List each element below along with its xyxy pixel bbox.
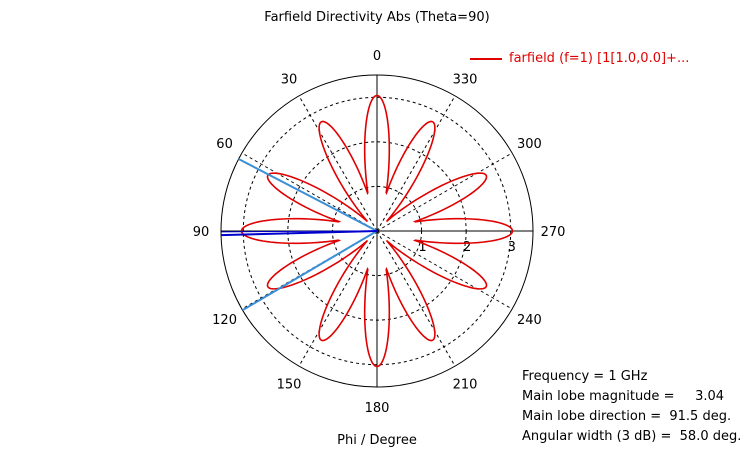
x-axis-label: Phi / Degree [337,433,417,448]
spoke-150 [298,230,378,367]
angular-tick-30: 30 [281,73,298,88]
radial-tick-1: 1 [418,240,426,255]
spoke-330 [376,95,456,232]
legend: farfield (f=1) [1[1.0,0.0]+... [470,51,689,66]
series-layer [240,94,514,368]
main-lobe-direction-line [221,230,378,237]
radial-tick-labels: 1 2 3 [418,240,515,255]
angular-tick-270: 270 [541,225,566,240]
spoke-300 [376,152,513,232]
spoke-30 [298,95,378,232]
angular-tick-150: 150 [277,377,302,392]
info-magnitude: Main lobe magnitude = 3.04 [522,389,725,404]
angular-tick-60: 60 [216,137,233,152]
angular-tick-labels: 0 30 60 90 120 150 180 210 240 270 300 330 [193,49,566,416]
angular-tick-240: 240 [517,313,542,328]
angular-tick-330: 330 [453,73,478,88]
half-power-line-1 [238,158,378,232]
info-panel: Frequency = 1 GHz Main lobe magnitude = … [522,367,741,447]
info-width: Angular width (3 dB) = 58.0 deg. [522,429,742,444]
angular-tick-0: 0 [373,49,381,64]
legend-label: farfield (f=1) [1[1.0,0.0]+... [509,51,690,66]
angular-tick-210: 210 [453,377,478,392]
spoke-210 [376,230,456,367]
series-curve-farfield [240,94,514,368]
angular-tick-180: 180 [365,401,390,416]
main-lobe-annotations [220,158,378,312]
legend-swatch [470,57,502,60]
info-frequency: Frequency = 1 GHz [522,369,648,384]
info-direction: Main lobe direction = 91.5 deg. [522,409,732,424]
radial-tick-3: 3 [508,240,516,255]
polar-grid [220,74,534,388]
spoke-240 [376,230,513,310]
half-power-line-2 [242,230,378,312]
angular-tick-90: 90 [193,225,210,240]
angular-tick-300: 300 [517,137,542,152]
angular-tick-120: 120 [212,313,237,328]
spoke-60 [241,152,378,232]
radial-tick-2: 2 [463,240,471,255]
main-lobe-direction-line-2 [220,230,378,233]
chart-title: Farfield Directivity Abs (Theta=90) [264,10,490,25]
